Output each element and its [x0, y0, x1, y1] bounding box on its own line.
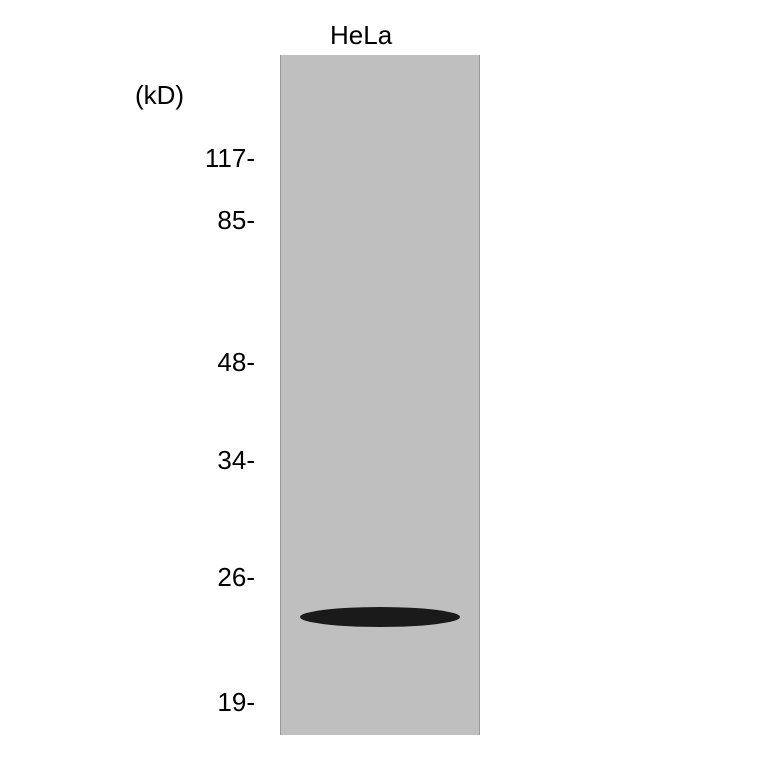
- unit-label: (kD): [135, 80, 184, 111]
- marker-19: 19-: [217, 687, 255, 718]
- lane-label: HeLa: [330, 20, 392, 51]
- marker-34: 34-: [217, 445, 255, 476]
- blot-lane: [280, 55, 480, 735]
- western-blot-figure: HeLa (kD) 117- 85- 48- 34- 26- 19-: [0, 0, 764, 764]
- protein-band: [300, 607, 460, 627]
- marker-48: 48-: [217, 347, 255, 378]
- marker-117: 117-: [205, 143, 255, 174]
- marker-26: 26-: [217, 562, 255, 593]
- marker-85: 85-: [217, 205, 255, 236]
